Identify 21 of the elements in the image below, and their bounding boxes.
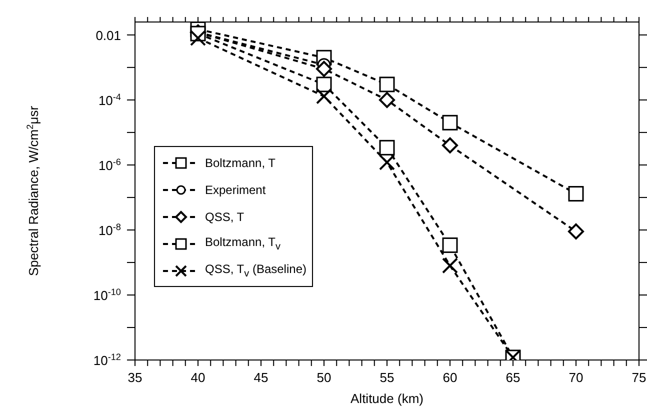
y-tick-label: 10$^{-4}$ (98, 92, 121, 108)
x-tick-label: 75 (632, 370, 646, 385)
legend-label: Experiment (205, 182, 266, 196)
y-tick-label: 10$^{-12}$ (93, 352, 121, 368)
y-tick-label: 10$^{-10}$ (93, 286, 121, 303)
x-axis-title: Altitude (km) (350, 391, 424, 406)
x-tick-label: 40 (190, 370, 206, 385)
x-tick-label: 60 (442, 370, 458, 385)
x-tick-label: 70 (568, 370, 584, 385)
x-tick-label: 35 (128, 370, 142, 385)
legend-label: QSS, T (205, 210, 244, 224)
x-tick-label: 65 (506, 370, 520, 385)
x-tick-label: 45 (254, 370, 268, 385)
y-tick-label: 10$^{-6}$ (98, 156, 121, 173)
legend-label: Boltzmann, T (205, 156, 276, 170)
y-tick-label: 10$^{-8}$ (98, 222, 121, 238)
legend-label: Boltzmann, T$_{v}$ (205, 234, 280, 252)
legend-label: QSS, T$_{v}$ (Baseline) (205, 262, 306, 280)
x-tick-label: 55 (380, 370, 394, 385)
y-tick-label: 0.01 (96, 28, 121, 43)
x-tick-label: 50 (316, 370, 332, 385)
